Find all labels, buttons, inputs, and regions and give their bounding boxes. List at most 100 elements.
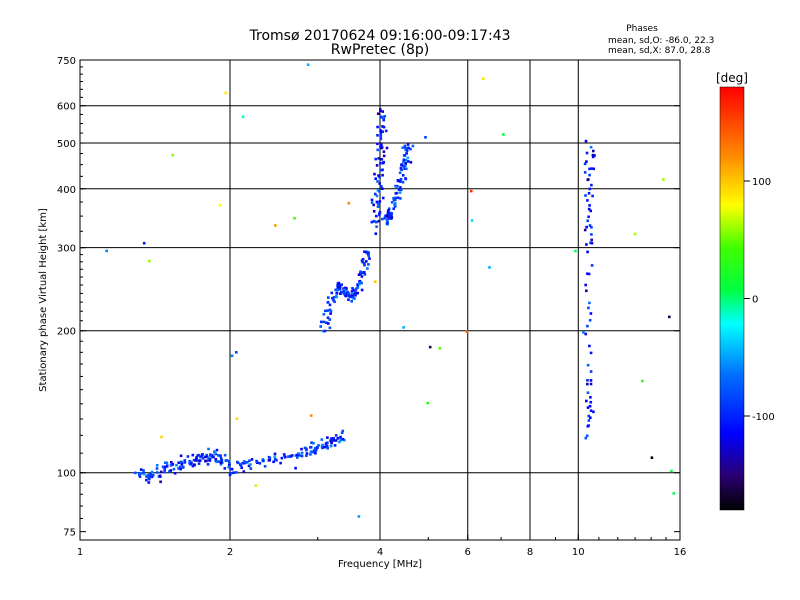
data-point: [320, 445, 324, 448]
data-point: [379, 134, 382, 138]
data-point: [329, 312, 332, 315]
data-point: [381, 173, 384, 177]
data-point: [289, 455, 293, 458]
data-point: [263, 465, 267, 468]
data-point: [295, 453, 299, 457]
data-point: [273, 452, 277, 456]
data-point: [320, 320, 323, 324]
data-point: [403, 144, 407, 148]
data-point: [592, 410, 595, 414]
y-tick-label: 200: [57, 327, 76, 338]
data-point: [588, 173, 591, 177]
data-point: [326, 436, 329, 439]
data-point: [322, 320, 326, 324]
data-point: [347, 201, 351, 205]
data-point: [350, 291, 354, 295]
data-point: [378, 200, 382, 203]
colorbar-tick-label: -100: [752, 412, 775, 423]
data-point: [284, 455, 287, 459]
data-point: [254, 484, 258, 487]
data-point: [146, 473, 150, 477]
data-point: [322, 313, 326, 316]
data-point: [195, 456, 198, 459]
data-point: [583, 162, 587, 166]
data-point: [381, 187, 384, 190]
data-point: [310, 441, 313, 444]
y-axis-ticks: 75 100 200 300 400 500 600 750: [57, 56, 680, 539]
data-point: [246, 461, 249, 464]
data-point: [586, 199, 589, 202]
data-point: [165, 464, 169, 467]
data-point: [424, 136, 427, 139]
data-point: [584, 283, 587, 287]
data-point: [321, 443, 324, 447]
data-point: [592, 149, 595, 153]
y-tick-label: 100: [57, 469, 76, 480]
data-point: [407, 146, 410, 150]
data-point: [373, 172, 376, 176]
data-point: [332, 296, 336, 299]
data-point: [381, 196, 385, 200]
data-point: [586, 391, 590, 394]
y-tick-label: 500: [57, 139, 76, 150]
data-point: [587, 207, 591, 211]
data-point: [192, 458, 196, 462]
data-point: [200, 454, 204, 458]
data-point: [590, 264, 594, 267]
data-point: [163, 468, 166, 471]
data-point: [171, 153, 174, 157]
data-point: [405, 167, 408, 171]
data-point: [405, 152, 408, 155]
data-point: [303, 446, 307, 450]
data-point: [142, 469, 145, 472]
data-point: [334, 434, 338, 437]
data-point: [343, 438, 346, 442]
data-point: [249, 463, 252, 466]
data-point: [662, 178, 665, 181]
data-point: [191, 453, 195, 457]
data-point: [331, 296, 334, 300]
data-point: [340, 283, 343, 286]
data-point: [199, 455, 202, 459]
data-point: [402, 160, 405, 164]
x-tick-label: 2: [227, 547, 233, 558]
data-point: [350, 290, 354, 293]
data-point: [374, 192, 377, 196]
data-point: [360, 275, 364, 278]
data-point: [376, 148, 379, 152]
colorbar-tick-label: 100: [752, 177, 771, 188]
data-point: [588, 167, 591, 171]
data-point: [438, 347, 442, 350]
data-point: [140, 472, 143, 475]
data-point: [326, 447, 329, 450]
data-point: [228, 473, 232, 477]
data-point: [356, 283, 359, 286]
data-point: [309, 453, 312, 456]
y-tick-label: 400: [57, 185, 76, 196]
data-point: [235, 417, 239, 420]
data-point: [586, 406, 590, 409]
data-point: [316, 446, 319, 449]
data-point: [465, 330, 469, 333]
data-point: [388, 213, 392, 217]
data-point: [334, 439, 338, 442]
data-point: [236, 460, 239, 464]
colorbar-tick-label: 0: [752, 295, 758, 306]
data-point: [219, 457, 223, 460]
data-point: [306, 63, 310, 66]
data-point: [339, 292, 342, 295]
data-point: [193, 463, 196, 466]
data-point: [158, 474, 162, 478]
data-point: [401, 180, 405, 184]
data-point: [390, 212, 393, 216]
data-point: [194, 459, 198, 462]
data-point: [207, 447, 210, 451]
data-point: [395, 185, 398, 189]
data-point: [587, 192, 591, 195]
data-point: [380, 146, 383, 150]
data-point: [330, 291, 334, 295]
data-point: [227, 460, 231, 463]
data-point: [165, 461, 169, 465]
data-point: [161, 465, 165, 469]
data-point: [300, 451, 304, 455]
